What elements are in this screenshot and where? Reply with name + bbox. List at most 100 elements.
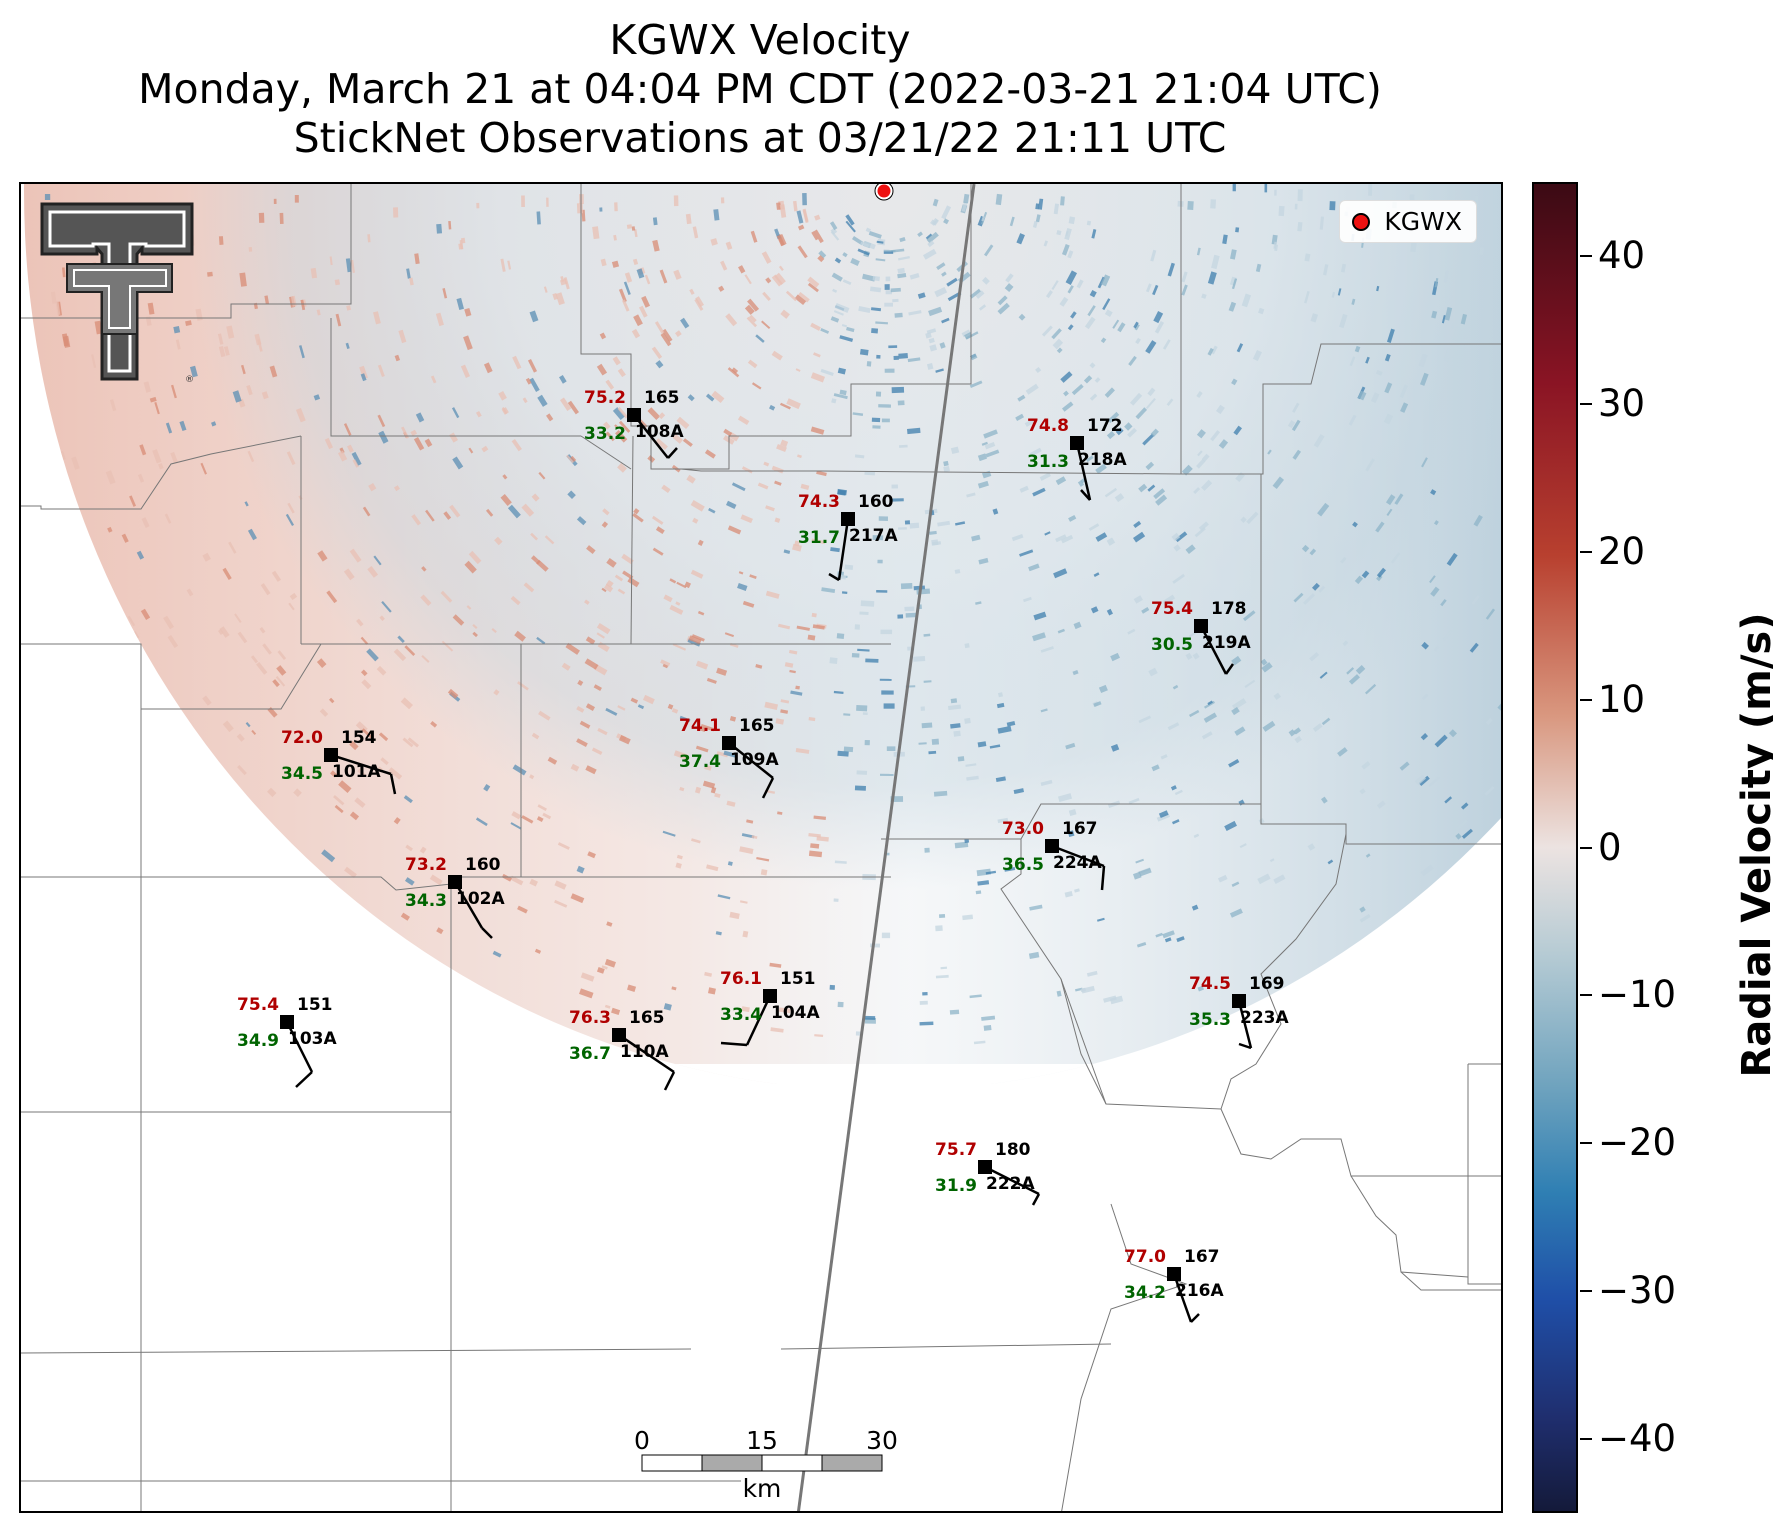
- wind-barb-shaft: [1199, 625, 1228, 675]
- county-borders: [21, 184, 1501, 1511]
- colorbar-tick: [1580, 698, 1592, 701]
- map-canvas: ® 75.2 165 33.2 108A 74.8 172 31.3 218A 74.3 160 3…: [21, 184, 1501, 1511]
- wind-barb-flag: [295, 1071, 313, 1088]
- colorbar-tick: [1580, 994, 1592, 997]
- wind-barb-flag: [1238, 1042, 1252, 1050]
- wind-barb-shaft: [453, 881, 484, 929]
- station-marker-icon: [324, 748, 338, 762]
- scale-label-15: 15: [746, 1426, 778, 1455]
- station-temperature: 73.2: [405, 855, 447, 875]
- station-wind-direction: 151: [780, 969, 816, 989]
- station-dewpoint: 34.9: [237, 1031, 279, 1051]
- wind-barb-shaft: [837, 518, 850, 581]
- radar-site-marker[interactable]: [874, 184, 894, 201]
- colorbar-tick: [1580, 254, 1592, 257]
- colorbar-tick-label: 0: [1598, 825, 1622, 869]
- scale-label-0: 0: [634, 1426, 650, 1455]
- texas-tech-logo: ®: [40, 202, 194, 385]
- station-101A[interactable]: 72.0 154 34.5 101A: [281, 728, 397, 795]
- wind-barb-flag: [667, 447, 678, 459]
- station-id: 109A: [730, 750, 779, 770]
- station-110A[interactable]: 76.3 165 36.7 110A: [569, 1008, 676, 1091]
- station-104A[interactable]: 76.1 151 33.4 104A: [720, 969, 820, 1047]
- legend-label: KGWX: [1384, 207, 1462, 236]
- station-wind-direction: 151: [297, 995, 333, 1015]
- wind-barb-flag: [389, 773, 397, 795]
- stations-layer: 75.2 165 33.2 108A 74.8 172 31.3 218A 74.3 160 31.…: [237, 388, 1289, 1323]
- station-temperature: 74.3: [798, 492, 840, 512]
- station-marker-icon: [1167, 1267, 1181, 1281]
- wind-barb-shaft: [1051, 844, 1105, 868]
- wind-barb-shaft: [633, 414, 669, 459]
- station-id: 223A: [1240, 1008, 1289, 1028]
- station-223A[interactable]: 74.5 169 35.3 223A: [1189, 974, 1289, 1050]
- colorbar-tick-label: 20: [1598, 529, 1646, 573]
- station-marker-icon: [841, 512, 855, 526]
- station-marker-icon: [448, 875, 462, 889]
- wind-barb-flag: [720, 1041, 748, 1047]
- station-dewpoint: 37.4: [679, 752, 721, 772]
- station-marker-icon: [280, 1015, 294, 1029]
- colorbar-tick: [1580, 402, 1592, 405]
- station-dewpoint: 36.7: [569, 1044, 611, 1064]
- station-marker-icon: [1232, 994, 1246, 1008]
- map-panel[interactable]: ® 75.2 165 33.2 108A 74.8 172 31.3 218A 74.3 160 3…: [19, 182, 1503, 1513]
- wind-barb-shaft: [285, 1021, 314, 1073]
- station-dewpoint: 34.5: [281, 764, 323, 784]
- map-legend: KGWX: [1339, 200, 1477, 243]
- station-222A[interactable]: 75.7 180 31.9 222A: [935, 1140, 1041, 1206]
- station-temperature: 74.1: [679, 716, 721, 736]
- wind-barb-flag: [1190, 1313, 1200, 1323]
- wind-barb-shaft: [618, 1033, 675, 1074]
- station-216A[interactable]: 77.0 167 34.2 216A: [1124, 1247, 1224, 1323]
- wind-barb-shaft: [1075, 442, 1092, 501]
- colorbar-title: Radial Velocity (m/s): [1734, 612, 1773, 1078]
- scale-unit: km: [743, 1474, 782, 1503]
- station-102A[interactable]: 73.2 160 34.3 102A: [405, 855, 505, 939]
- station-id: 218A: [1078, 450, 1127, 470]
- station-marker-icon: [722, 736, 736, 750]
- station-dewpoint: 34.2: [1124, 1283, 1166, 1303]
- station-temperature: 77.0: [1124, 1247, 1166, 1267]
- station-224A[interactable]: 73.0 167 36.5 224A: [1002, 819, 1106, 891]
- station-217A[interactable]: 74.3 160 31.7 217A: [798, 492, 898, 582]
- station-wind-direction: 165: [739, 716, 775, 736]
- station-temperature: 75.4: [1151, 599, 1193, 619]
- station-wind-direction: 167: [1184, 1247, 1220, 1267]
- station-dewpoint: 35.3: [1189, 1010, 1231, 1030]
- station-temperature: 76.1: [720, 969, 762, 989]
- station-wind-direction: 160: [858, 492, 894, 512]
- station-id: 217A: [849, 526, 898, 546]
- wind-barb-flag: [1224, 663, 1235, 675]
- colorbar-tick-label: −10: [1598, 973, 1677, 1017]
- station-wind-direction: 180: [995, 1140, 1031, 1160]
- station-marker-icon: [612, 1028, 626, 1042]
- station-218A[interactable]: 74.8 172 31.3 218A: [1027, 416, 1127, 501]
- station-temperature: 74.8: [1027, 416, 1069, 436]
- station-dewpoint: 31.3: [1027, 452, 1069, 472]
- velocity-colorbar: [1532, 182, 1578, 1513]
- station-109A[interactable]: 74.1 165 37.4 109A: [679, 716, 779, 799]
- wind-barb-flag: [481, 927, 493, 939]
- station-id: 219A: [1202, 633, 1251, 653]
- title-line-2: Monday, March 21 at 04:04 PM CDT (2022-0…: [138, 65, 1382, 113]
- wind-barb-flag: [663, 1071, 676, 1091]
- station-id: 101A: [332, 762, 381, 782]
- station-id: 216A: [1175, 1281, 1224, 1301]
- station-id: 103A: [288, 1029, 337, 1049]
- station-wind-direction: 165: [644, 388, 680, 408]
- wind-barb-flag: [1080, 489, 1091, 501]
- colorbar-tick-label: −20: [1598, 1121, 1677, 1165]
- station-103A[interactable]: 75.4 151 34.9 103A: [237, 995, 337, 1088]
- station-marker-icon: [1045, 839, 1059, 853]
- station-219A[interactable]: 75.4 178 30.5 219A: [1151, 599, 1251, 675]
- station-temperature: 73.0: [1002, 819, 1044, 839]
- station-108A[interactable]: 75.2 165 33.2 108A: [584, 388, 684, 459]
- wind-barb-shaft: [330, 753, 392, 776]
- wind-barb-flag: [1031, 1193, 1041, 1206]
- colorbar-tick: [1580, 846, 1592, 849]
- station-wind-direction: 172: [1087, 416, 1123, 436]
- station-marker-icon: [627, 408, 641, 422]
- colorbar-tick-label: 10: [1598, 677, 1646, 721]
- wind-barb-flag: [1100, 865, 1106, 891]
